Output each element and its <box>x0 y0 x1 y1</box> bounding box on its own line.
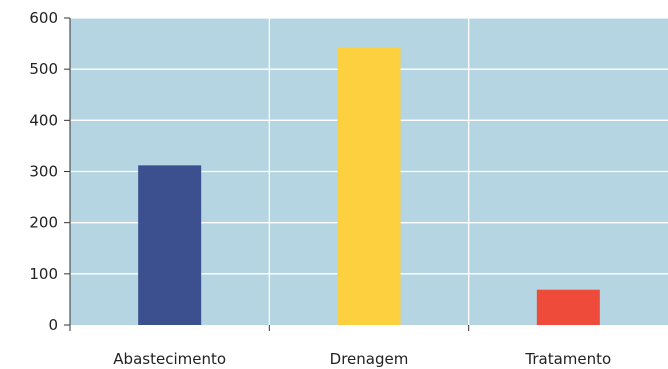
y-tick-label-0: 0 <box>48 316 58 334</box>
y-tick-label-6: 600 <box>29 9 58 27</box>
y-tick-label-3: 300 <box>29 163 58 181</box>
x-category-label-2: Tratamento <box>524 350 611 368</box>
bar-drenagem <box>337 47 401 325</box>
x-category-label-0: Abastecimento <box>113 350 226 368</box>
bar-abastecimento <box>138 165 202 325</box>
y-tick-label-5: 500 <box>29 60 58 78</box>
x-category-label-1: Drenagem <box>330 350 409 368</box>
y-tick-label-2: 200 <box>29 214 58 232</box>
bar-tratamento <box>536 289 600 325</box>
y-tick-label-4: 400 <box>29 111 58 129</box>
y-tick-label-1: 100 <box>29 265 58 283</box>
